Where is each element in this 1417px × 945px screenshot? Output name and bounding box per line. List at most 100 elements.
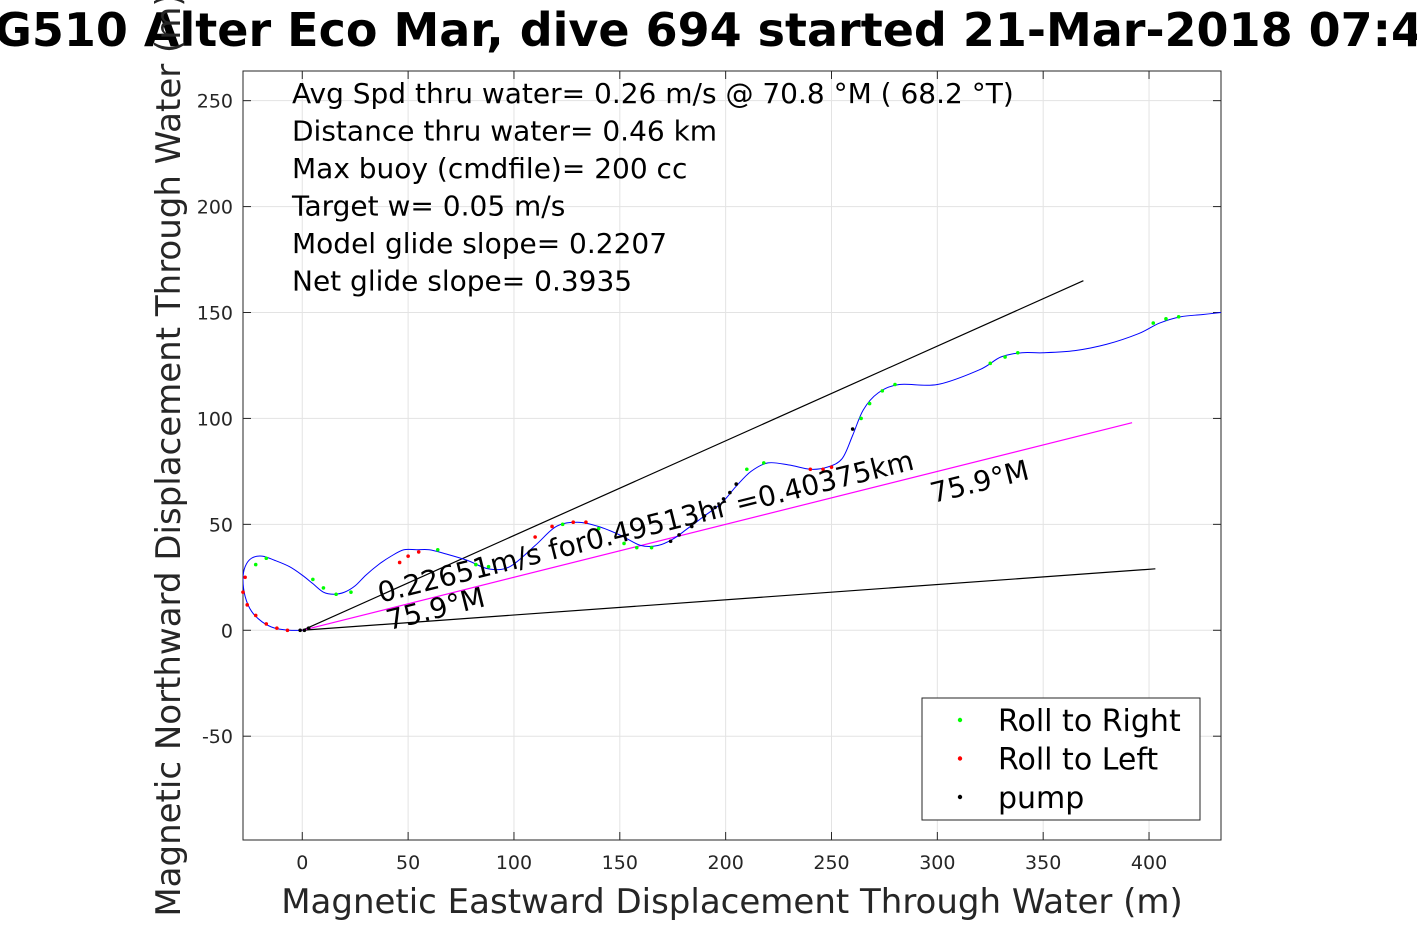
track-points bbox=[241, 314, 1181, 633]
roll-right-point bbox=[1015, 350, 1020, 355]
roll-left-point bbox=[416, 550, 421, 554]
info-line: Max buoy (cmdfile)= 200 cc bbox=[292, 152, 687, 185]
legend-label: Roll to Right bbox=[998, 704, 1181, 739]
roll-right-point bbox=[596, 526, 601, 531]
roll-right-point bbox=[880, 389, 885, 393]
x-tick-label: 150 bbox=[602, 852, 638, 874]
reference-line bbox=[302, 422, 1133, 631]
pump-point bbox=[850, 427, 855, 431]
heading-annotation: 0.22651m/s for0.49513hr =0.40375km bbox=[374, 444, 917, 610]
roll-right-point bbox=[264, 556, 269, 561]
pump-point bbox=[728, 490, 732, 495]
legend-marker bbox=[957, 794, 963, 800]
x-axis-label: Magnetic Eastward Displacement Through W… bbox=[281, 882, 1183, 922]
roll-right-point bbox=[435, 547, 440, 552]
roll-left-point bbox=[829, 465, 834, 469]
info-line: Distance thru water= 0.46 km bbox=[292, 115, 717, 148]
roll-right-point bbox=[321, 586, 326, 590]
info-line: Net glide slope= 0.3935 bbox=[292, 265, 632, 298]
roll-right-point bbox=[867, 401, 872, 406]
y-tick-label: 200 bbox=[197, 197, 233, 219]
pump-point bbox=[298, 628, 302, 633]
x-tick-label: 350 bbox=[1025, 852, 1061, 874]
roll-right-point bbox=[745, 467, 749, 472]
roll-right-point bbox=[1164, 317, 1168, 321]
track bbox=[243, 312, 1221, 631]
roll-left-point bbox=[550, 524, 554, 529]
y-tick-label: 250 bbox=[197, 91, 233, 113]
roll-left-point bbox=[397, 560, 402, 565]
pump-point bbox=[306, 626, 311, 630]
roll-left-point bbox=[406, 554, 410, 558]
info-line: Avg Spd thru water= 0.26 m/s @ 70.8 °M (… bbox=[292, 77, 1014, 110]
legend-marker bbox=[957, 717, 963, 723]
roll-right-point bbox=[1176, 314, 1181, 319]
pump-point bbox=[713, 505, 717, 510]
roll-left-point bbox=[241, 590, 245, 594]
y-tick-label: 150 bbox=[197, 303, 233, 325]
chart-title: SG510 Alter Eco Mar, dive 694 started 21… bbox=[0, 3, 1417, 57]
roll-left-point bbox=[821, 467, 825, 472]
roll-left-point bbox=[253, 613, 258, 618]
roll-left-point bbox=[245, 603, 250, 607]
legend-box bbox=[921, 697, 1201, 821]
x-tick-label: 100 bbox=[496, 852, 532, 874]
roll-right-point bbox=[622, 541, 626, 546]
pump-point bbox=[302, 628, 307, 633]
roll-left-point bbox=[808, 467, 813, 472]
roll-right-point bbox=[634, 545, 639, 550]
roll-left-point bbox=[275, 626, 279, 630]
y-tick-label: 50 bbox=[209, 514, 233, 536]
x-tick-label: 50 bbox=[396, 852, 420, 874]
info-text-block: Avg Spd thru water= 0.26 m/s @ 70.8 °M (… bbox=[291, 77, 1014, 298]
reference-line bbox=[302, 568, 1156, 631]
roll-left-point bbox=[533, 535, 537, 539]
roll-right-point bbox=[349, 590, 353, 594]
info-line: Model glide slope= 0.2207 bbox=[292, 227, 667, 260]
x-tick-label: 200 bbox=[708, 852, 744, 874]
x-tick-label: 300 bbox=[919, 852, 955, 874]
legend-label: pump bbox=[998, 781, 1084, 816]
pump-point bbox=[734, 482, 739, 486]
roll-left-point bbox=[584, 520, 588, 525]
roll-left-point bbox=[264, 622, 269, 626]
reference-lines bbox=[302, 280, 1156, 631]
roll-right-point bbox=[988, 361, 993, 366]
roll-right-point bbox=[474, 562, 478, 567]
x-tick-label: 0 bbox=[296, 852, 308, 874]
legend-label: Roll to Left bbox=[998, 743, 1158, 778]
roll-left-point bbox=[571, 520, 576, 525]
axes-box bbox=[242, 70, 1222, 841]
pump-point bbox=[668, 539, 673, 544]
y-tick-label: -50 bbox=[202, 726, 233, 748]
ticks: 0 50 100 150 200 250 300 350 400 -50 0 50 100 150 200 2… bbox=[197, 71, 1221, 874]
pump-point bbox=[721, 497, 726, 501]
roll-right-point bbox=[649, 545, 654, 550]
pump-point bbox=[702, 514, 707, 518]
pump-point bbox=[689, 524, 694, 529]
roll-right-point bbox=[859, 416, 863, 421]
roll-left-point bbox=[243, 575, 247, 580]
roll-left-point bbox=[285, 628, 290, 633]
pump-point bbox=[677, 533, 681, 537]
roll-right-point bbox=[761, 461, 766, 465]
info-line: Target w= 0.05 m/s bbox=[291, 190, 565, 223]
grid bbox=[243, 71, 1221, 840]
y-tick-label: 100 bbox=[197, 408, 233, 430]
track-line bbox=[243, 312, 1221, 631]
y-tick-label: 0 bbox=[221, 620, 233, 642]
heading-annotation: 75.9°M bbox=[927, 454, 1033, 510]
x-tick-label: 400 bbox=[1131, 852, 1167, 874]
roll-right-point bbox=[253, 562, 258, 567]
roll-right-point bbox=[1151, 321, 1156, 325]
x-tick-label: 250 bbox=[813, 852, 849, 874]
roll-right-point bbox=[893, 382, 897, 387]
roll-right-point bbox=[311, 577, 315, 582]
roll-right-point bbox=[334, 592, 338, 597]
roll-right-point bbox=[1003, 355, 1007, 359]
roll-right-point bbox=[486, 564, 491, 569]
y-axis-label: Magnetic Northward Displacement Through … bbox=[149, 0, 189, 917]
reference-line bbox=[302, 280, 1084, 631]
